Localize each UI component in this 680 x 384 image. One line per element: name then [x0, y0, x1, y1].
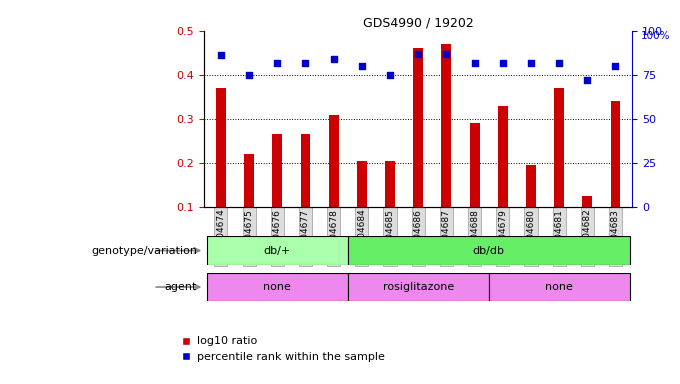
Bar — [611, 101, 620, 207]
Point — [554, 60, 564, 66]
Point — [469, 60, 480, 66]
Bar — [489, 273, 630, 301]
Point — [497, 60, 508, 66]
Text: db/db: db/db — [473, 245, 505, 256]
Title: GDS4990 / 19202: GDS4990 / 19202 — [363, 17, 473, 30]
Bar — [301, 134, 310, 207]
Point — [243, 72, 254, 78]
Bar — [347, 236, 630, 265]
Text: 100%: 100% — [641, 31, 670, 41]
Bar — [244, 154, 254, 207]
Bar — [347, 273, 489, 301]
Text: rosiglitazone: rosiglitazone — [383, 282, 454, 292]
Point — [610, 63, 621, 69]
Text: genotype/variation: genotype/variation — [91, 245, 197, 256]
Point — [272, 60, 283, 66]
Point — [356, 63, 367, 69]
Legend: log10 ratio, percentile rank within the sample: log10 ratio, percentile rank within the … — [175, 332, 389, 366]
Text: none: none — [263, 282, 291, 292]
Point — [328, 56, 339, 62]
Bar — [385, 161, 395, 207]
Bar — [207, 273, 347, 301]
Text: agent: agent — [165, 282, 197, 292]
Text: none: none — [545, 282, 573, 292]
Bar — [413, 48, 423, 207]
Point — [441, 51, 452, 57]
Bar — [357, 161, 367, 207]
Point — [385, 72, 396, 78]
Bar — [470, 124, 479, 207]
Bar — [526, 166, 536, 207]
Bar — [554, 88, 564, 207]
Point — [216, 52, 226, 58]
Point — [413, 51, 424, 57]
Bar — [207, 236, 347, 265]
Bar — [273, 134, 282, 207]
Point — [526, 60, 537, 66]
Bar — [498, 106, 508, 207]
Bar — [441, 44, 452, 207]
Bar — [328, 114, 339, 207]
Point — [300, 60, 311, 66]
Bar — [582, 196, 592, 207]
Point — [582, 77, 593, 83]
Text: db/+: db/+ — [264, 245, 291, 256]
Bar — [216, 88, 226, 207]
